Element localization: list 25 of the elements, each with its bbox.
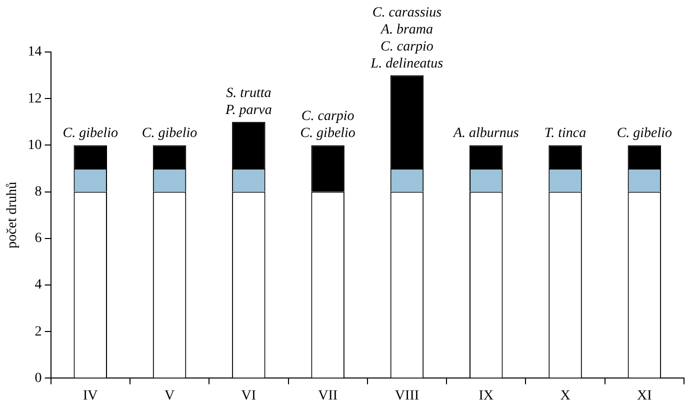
annotation: C. gibelio <box>616 126 672 142</box>
y-tick-label: 2 <box>34 324 42 340</box>
x-tick-label: X <box>560 388 570 404</box>
y-tick-label: 0 <box>34 370 42 386</box>
annotation: A. alburnus <box>452 126 520 142</box>
x-tick-label: V <box>164 388 175 404</box>
y-tick-label: 14 <box>28 44 42 60</box>
y-tick-label: 6 <box>34 231 42 246</box>
y-tick-label: 12 <box>28 91 42 106</box>
y-tick-label: 4 <box>34 278 42 293</box>
y-axis-title: počet druhů <box>5 182 20 248</box>
x-tick-label: VIII <box>394 388 420 404</box>
x-tick-label: VII <box>318 388 338 404</box>
y-tick-label: 10 <box>28 138 42 153</box>
x-tick-label: IV <box>82 388 98 404</box>
x-tick-label: IX <box>478 388 494 404</box>
x-tick-label: XI <box>637 388 652 404</box>
x-tick-label: VI <box>241 388 256 404</box>
annotation: S. trutta P. parva <box>224 86 272 118</box>
annotation: C. gibelio <box>62 126 118 142</box>
annotation: C. carpio C. gibelio <box>300 109 356 142</box>
annotation: T. tinca <box>544 126 586 142</box>
annotation: C. carassius A. brama C. carpio L. delineatus <box>370 5 444 72</box>
annotation: C. gibelio <box>142 126 198 142</box>
y-tick-label: 8 <box>34 184 42 200</box>
